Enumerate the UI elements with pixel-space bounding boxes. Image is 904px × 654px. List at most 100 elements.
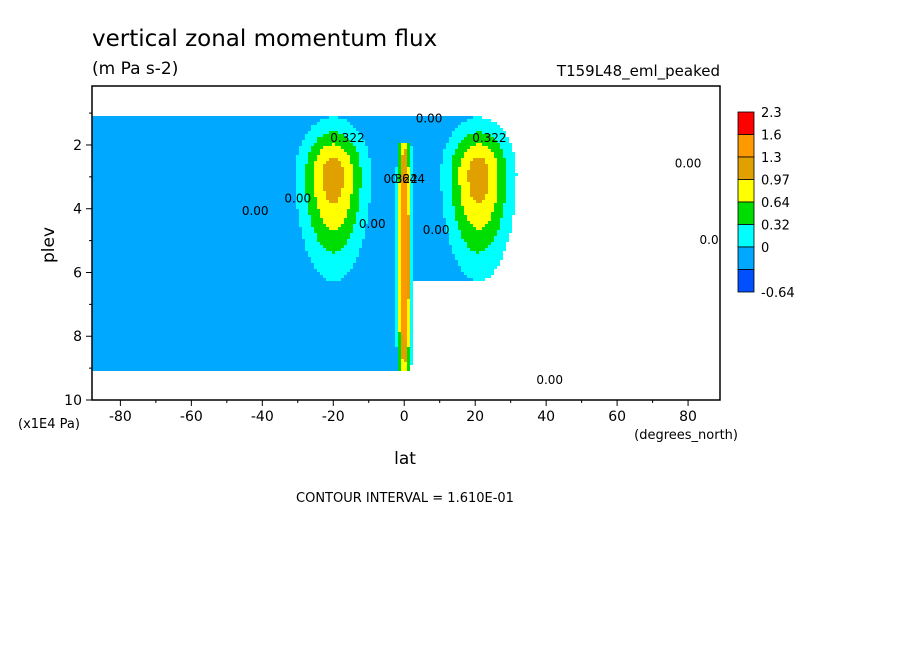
field-cell bbox=[413, 194, 443, 197]
x-axis: -80 -60 -40 -20 0 20 40 60 80 bbox=[109, 400, 697, 425]
field-cell bbox=[371, 176, 395, 179]
field-cell bbox=[464, 155, 494, 158]
field-cell bbox=[407, 293, 410, 296]
field-cell bbox=[413, 149, 443, 152]
field-cell bbox=[356, 221, 368, 224]
field-cell bbox=[407, 215, 410, 218]
field-cell bbox=[341, 194, 350, 197]
field-cell bbox=[452, 200, 461, 203]
field-cell bbox=[338, 158, 350, 161]
field-cell bbox=[407, 332, 410, 335]
field-cell bbox=[395, 299, 398, 302]
field-cell bbox=[398, 230, 401, 233]
field-cell bbox=[395, 314, 398, 317]
field-cell bbox=[485, 194, 497, 197]
field-cell bbox=[395, 338, 398, 341]
field-cell bbox=[398, 332, 401, 335]
field-cell bbox=[362, 176, 371, 179]
field-cell bbox=[398, 368, 401, 371]
field-cell bbox=[407, 236, 410, 239]
field-cell bbox=[92, 134, 305, 137]
field-cell bbox=[317, 233, 350, 236]
field-cell bbox=[407, 311, 410, 314]
field-cell bbox=[320, 212, 347, 215]
field-cell bbox=[398, 263, 401, 266]
field-cell bbox=[353, 143, 365, 146]
field-cell bbox=[395, 308, 398, 311]
field-cell bbox=[410, 350, 413, 353]
field-cell bbox=[413, 155, 443, 158]
field-cell bbox=[296, 197, 308, 200]
field-cell bbox=[470, 164, 488, 167]
field-cell bbox=[92, 362, 398, 365]
field-cell bbox=[470, 191, 488, 194]
field-cell bbox=[401, 251, 407, 254]
field-cell bbox=[407, 359, 410, 362]
field-cell bbox=[413, 197, 443, 200]
field-cell bbox=[410, 323, 413, 326]
field-cell bbox=[506, 188, 515, 191]
field-cell bbox=[92, 209, 299, 212]
field-cell bbox=[356, 215, 368, 218]
field-cell bbox=[308, 206, 317, 209]
field-cell bbox=[401, 287, 407, 290]
field-cell bbox=[458, 224, 473, 227]
field-cell bbox=[305, 170, 314, 173]
field-cell bbox=[491, 215, 503, 218]
field-cell bbox=[407, 188, 410, 191]
field-cell bbox=[317, 158, 329, 161]
field-cell bbox=[398, 278, 401, 281]
field-cell bbox=[398, 221, 401, 224]
field-cell bbox=[338, 227, 353, 230]
field-cell bbox=[452, 179, 458, 182]
field-cell bbox=[473, 158, 485, 161]
field-cell bbox=[470, 182, 488, 185]
field-cell bbox=[410, 218, 413, 221]
field-cell bbox=[317, 206, 350, 209]
colorbar-swatch bbox=[737, 246, 755, 270]
field-cell bbox=[305, 164, 314, 167]
field-cell bbox=[443, 194, 452, 197]
field-cell bbox=[350, 236, 365, 239]
field-cell bbox=[401, 326, 407, 329]
field-cell bbox=[398, 275, 401, 278]
field-cell bbox=[323, 245, 344, 248]
field-cell bbox=[407, 317, 410, 320]
field-cell bbox=[401, 224, 407, 227]
y-axis-label: plev bbox=[39, 227, 59, 263]
field-cell bbox=[401, 365, 407, 368]
field-cell bbox=[407, 155, 410, 158]
field-cell bbox=[467, 275, 491, 278]
field-cell bbox=[506, 191, 515, 194]
field-cell bbox=[410, 290, 413, 293]
field-cell bbox=[443, 161, 452, 164]
field-cell bbox=[398, 326, 401, 329]
field-cell bbox=[497, 194, 506, 197]
field-cell bbox=[407, 170, 410, 173]
field-cell bbox=[407, 296, 410, 299]
field-cell bbox=[407, 233, 410, 236]
field-cell bbox=[362, 185, 371, 188]
field-cell bbox=[323, 167, 344, 170]
field-cell bbox=[359, 191, 371, 194]
field-cell bbox=[407, 302, 410, 305]
field-cell bbox=[353, 230, 365, 233]
field-cell bbox=[452, 194, 461, 197]
field-cell bbox=[467, 218, 491, 221]
colorbar-swatch bbox=[737, 201, 755, 225]
field-cell bbox=[452, 164, 461, 167]
field-cell bbox=[92, 185, 296, 188]
field-cell bbox=[347, 119, 467, 122]
field-cell bbox=[401, 143, 407, 146]
field-cell bbox=[410, 185, 413, 188]
contour-label: 0.322 bbox=[330, 131, 364, 145]
field-cell bbox=[443, 152, 455, 155]
field-cell bbox=[413, 179, 440, 182]
field-cell bbox=[410, 329, 413, 332]
field-cell bbox=[341, 224, 353, 227]
field-cell bbox=[407, 224, 410, 227]
field-cell bbox=[317, 236, 350, 239]
field-cell bbox=[410, 362, 413, 365]
field-cell bbox=[353, 191, 359, 194]
field-cell bbox=[464, 206, 494, 209]
